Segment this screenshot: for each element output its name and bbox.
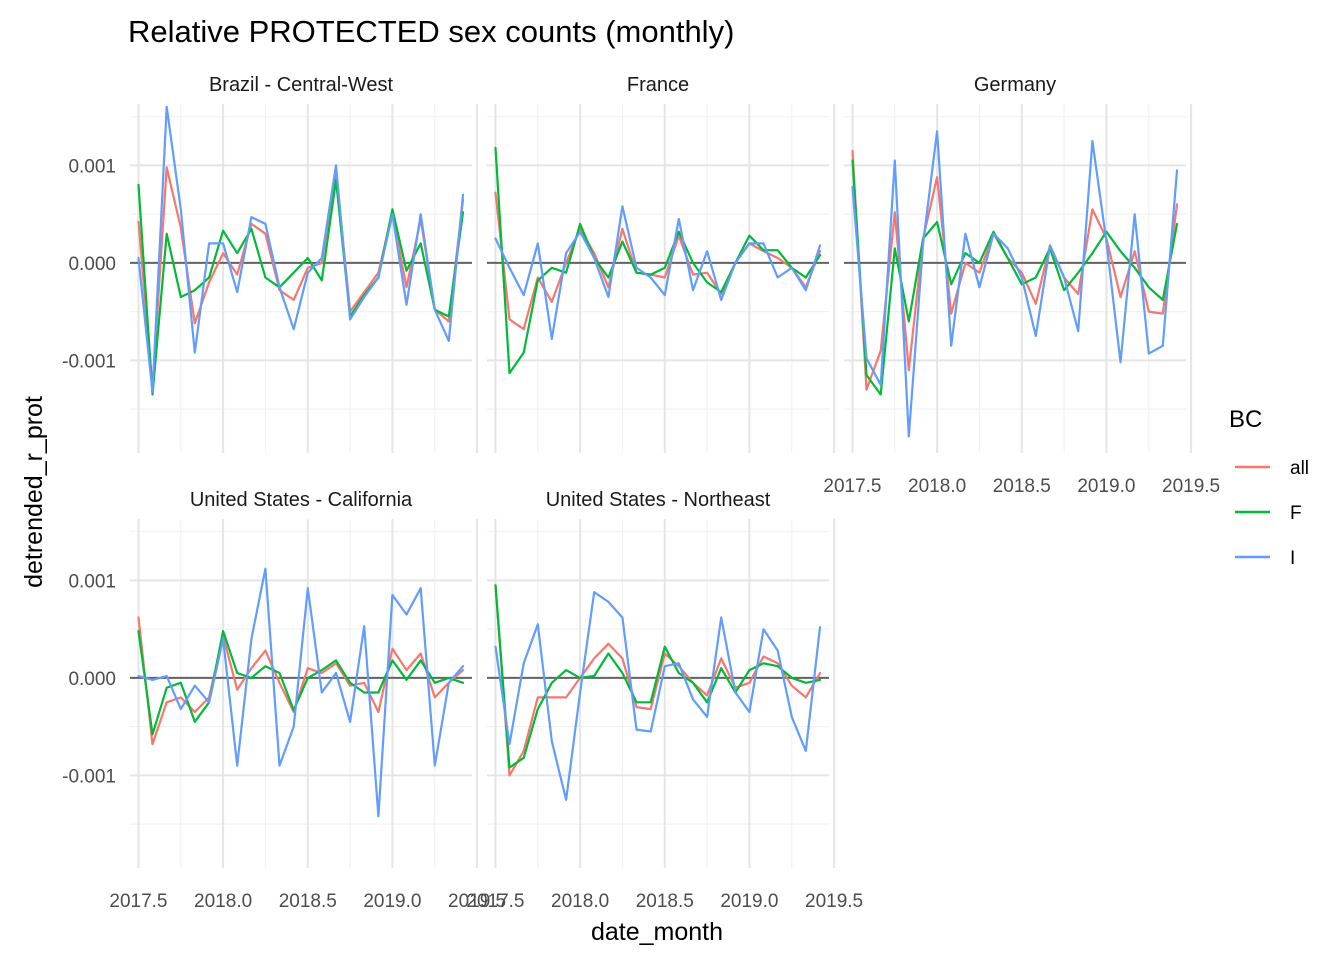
series-line-all: [494, 584, 822, 777]
x-tick-label: 2018.0: [551, 891, 609, 912]
y-tick-label: -0.001: [62, 766, 116, 787]
series-line-I: [494, 205, 822, 340]
series-line-all: [137, 616, 465, 746]
x-tick-label: 2019.0: [720, 891, 778, 912]
legend-label: F: [1290, 503, 1302, 524]
facet-strip-label: United States - Northeast: [546, 489, 771, 511]
panel-germany: Germany 2017.5 2018.0 2018.5 2019.0 2019.5: [823, 74, 1220, 497]
facet-strip-label: France: [627, 74, 689, 96]
series-line-F: [137, 629, 465, 736]
y-tick-label: 0.001: [68, 571, 116, 592]
legend-item-f: F: [1235, 503, 1302, 524]
series-line-F: [137, 178, 465, 396]
series-line-all: [137, 166, 465, 389]
x-axis-title: date_month: [591, 918, 723, 946]
series-line-I: [137, 105, 465, 393]
x-tick-label: 2017.5: [466, 891, 524, 912]
y-tick-label: 0.001: [68, 156, 116, 177]
x-tick-label: 2018.5: [279, 891, 337, 912]
facet-strip-label: Brazil - Central-West: [209, 74, 394, 96]
series-line-I: [494, 590, 822, 801]
panel-united-states-northeast: United States - Northeast 2017.5 2018.0 201…: [466, 489, 863, 912]
legend-label: I: [1290, 548, 1295, 569]
facet-strip-label: Germany: [974, 74, 1056, 96]
series-line-all: [494, 191, 822, 331]
y-tick-label: 0.000: [68, 669, 116, 690]
y-axis-title: detrended_r_prot: [20, 396, 48, 588]
y-tick-label: 0.000: [68, 254, 116, 275]
panels-layer: Brazil - Central-West 0.001 0.000 -0.001 Fra…: [62, 74, 1220, 912]
x-tick-label: 2018.5: [993, 476, 1051, 497]
x-tick-label: 2017.5: [823, 476, 881, 497]
panel-france: France: [487, 74, 836, 453]
x-tick-label: 2017.5: [109, 891, 167, 912]
facet-strip-label: United States - California: [190, 489, 413, 511]
x-tick-label: 2018.0: [194, 891, 252, 912]
y-tick-label: -0.001: [62, 351, 116, 372]
x-tick-label: 2018.0: [908, 476, 966, 497]
legend-item-i: I: [1235, 548, 1295, 569]
series-line-F: [494, 584, 822, 769]
series-line-I: [137, 567, 465, 818]
legend-label: all: [1290, 458, 1309, 479]
panel-brazil-central-west: Brazil - Central-West 0.001 0.000 -0.001: [62, 74, 479, 453]
legend-title: BC: [1229, 406, 1262, 433]
x-tick-label: 2019.5: [805, 891, 863, 912]
series-line-F: [851, 159, 1179, 396]
x-tick-label: 2019.5: [1162, 476, 1220, 497]
series-line-I: [851, 130, 1179, 438]
x-tick-label: 2019.0: [1077, 476, 1135, 497]
x-tick-label: 2019.0: [363, 891, 421, 912]
legend: BC all F I: [1229, 406, 1309, 569]
chart-title: Relative PROTECTED sex counts (monthly): [128, 14, 734, 49]
x-tick-label: 2018.5: [636, 891, 694, 912]
x-tick-label: 2019.5: [448, 891, 506, 912]
panel-united-states-california: United States - California 0.001 0.000 -0.0…: [62, 489, 506, 912]
legend-item-all: all: [1235, 458, 1309, 479]
